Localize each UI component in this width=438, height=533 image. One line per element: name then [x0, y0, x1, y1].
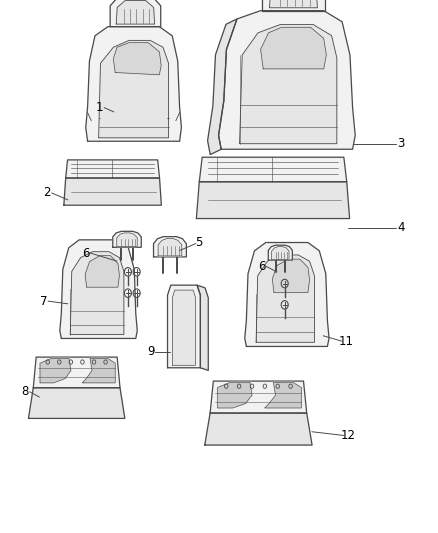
Text: 11: 11 — [339, 335, 353, 348]
Polygon shape — [153, 237, 187, 257]
Polygon shape — [173, 290, 195, 365]
Polygon shape — [113, 43, 161, 75]
Polygon shape — [60, 240, 137, 338]
Text: 6: 6 — [82, 247, 90, 260]
Polygon shape — [240, 25, 337, 144]
Text: 9: 9 — [147, 345, 155, 358]
Text: 2: 2 — [43, 187, 51, 199]
Polygon shape — [33, 357, 120, 388]
Polygon shape — [262, 0, 325, 11]
Text: 3: 3 — [397, 138, 404, 150]
Polygon shape — [208, 19, 237, 155]
Polygon shape — [40, 358, 71, 383]
Polygon shape — [261, 27, 326, 69]
Polygon shape — [196, 182, 350, 219]
Polygon shape — [158, 239, 182, 256]
Text: 6: 6 — [258, 260, 266, 273]
Polygon shape — [86, 27, 181, 141]
Polygon shape — [268, 245, 293, 260]
Polygon shape — [70, 252, 124, 335]
Polygon shape — [99, 41, 169, 138]
Polygon shape — [197, 285, 208, 370]
Polygon shape — [265, 382, 301, 408]
Text: 1: 1 — [96, 101, 104, 114]
Polygon shape — [66, 160, 159, 178]
Text: 12: 12 — [341, 429, 356, 442]
Polygon shape — [64, 178, 161, 205]
Polygon shape — [113, 231, 141, 247]
Polygon shape — [28, 388, 125, 418]
Polygon shape — [116, 1, 155, 24]
Polygon shape — [110, 0, 161, 27]
Polygon shape — [269, 0, 318, 8]
Text: 7: 7 — [40, 295, 48, 308]
Polygon shape — [245, 243, 329, 346]
Polygon shape — [117, 233, 137, 246]
Text: 4: 4 — [397, 221, 405, 234]
Text: 5: 5 — [196, 236, 203, 249]
Polygon shape — [82, 358, 115, 383]
Polygon shape — [167, 285, 200, 368]
Polygon shape — [219, 11, 355, 149]
Polygon shape — [256, 255, 314, 342]
Polygon shape — [272, 259, 310, 293]
Polygon shape — [85, 256, 120, 287]
Polygon shape — [210, 381, 307, 413]
Polygon shape — [205, 413, 312, 445]
Polygon shape — [272, 247, 289, 260]
Polygon shape — [218, 382, 252, 408]
Text: 8: 8 — [22, 385, 29, 398]
Polygon shape — [199, 157, 347, 182]
